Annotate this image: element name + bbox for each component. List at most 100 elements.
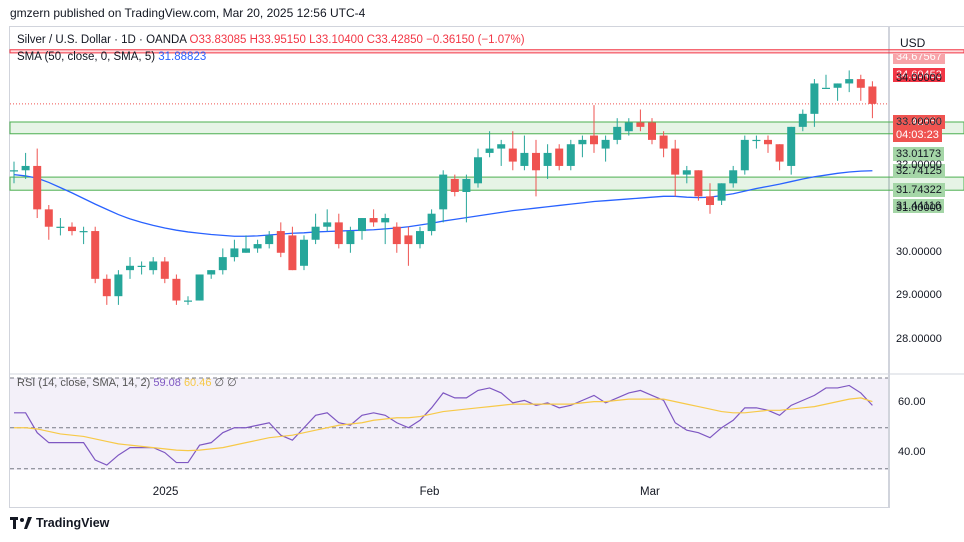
rsi-tick: 40.00: [898, 445, 926, 458]
price-tick: 34.00000: [896, 72, 942, 85]
candle-body: [91, 231, 100, 279]
candle-body: [613, 126, 622, 140]
candle-body: [590, 135, 598, 145]
candle-body: [311, 226, 320, 240]
time-tick: Feb: [419, 486, 440, 498]
price-label-zone1-top: 33.01173: [893, 147, 945, 161]
candle-body: [68, 226, 76, 232]
candle-body: [798, 113, 807, 127]
candle-body: [775, 144, 784, 162]
candle-body: [764, 139, 772, 145]
candle-body: [740, 139, 749, 171]
candle-body: [485, 148, 494, 153]
rsi-tick: 60.00: [898, 395, 926, 408]
candle-body: [462, 178, 471, 192]
candle-body: [358, 218, 366, 232]
price-label-hidden-resistance: 34.67567: [893, 54, 945, 64]
footer-brand-name: TradingView: [36, 516, 110, 530]
candle-body: [624, 122, 633, 132]
candle-body: [114, 274, 123, 297]
price-axis[interactable]: [889, 26, 964, 508]
price-tick: 32.00000: [896, 158, 942, 171]
candle-body: [392, 226, 401, 245]
symbol-name: Silver / U.S. Dollar · 1D · OANDA: [17, 34, 187, 46]
candle-body: [381, 218, 390, 223]
candle-body: [300, 239, 308, 266]
candle-body: [706, 196, 714, 206]
candle-body: [787, 126, 796, 166]
time-tick: 2025: [152, 486, 179, 498]
candle-body: [497, 144, 506, 149]
candle-body: [21, 165, 30, 171]
candle-body: [126, 265, 134, 271]
rsi-sma-line: [14, 397, 873, 452]
candle-body: [578, 139, 587, 145]
rsi-sma-value: 60.46: [183, 377, 212, 389]
candle-body: [543, 152, 552, 166]
candle-body: [265, 235, 274, 245]
candle-body: [149, 261, 158, 271]
price-tick: 33.00000: [896, 115, 942, 128]
chart-frame[interactable]: [9, 26, 889, 508]
price-label-zone2-bottom: 31.44116: [893, 199, 945, 213]
ohlc-values: O33.83085 H33.95150 L33.10400 C33.42850 …: [189, 34, 525, 46]
candle-body: [10, 170, 18, 172]
publisher-line: gmzern published on TradingView.com, Mar…: [10, 6, 366, 20]
candle-body: [207, 270, 216, 275]
candle-body: [520, 152, 529, 166]
price-label-zone2-top: 31.74322: [893, 183, 945, 197]
price-tick: 31.00000: [896, 202, 942, 215]
candle-body: [601, 139, 610, 149]
symbol-legend[interactable]: Silver / U.S. Dollar · 1D · OANDA O33.83…: [17, 34, 525, 46]
candle-body: [184, 300, 192, 302]
candle-body: [532, 152, 540, 171]
rsi-label: RSI (14, close, SMA, 14, 2): [17, 377, 151, 389]
candle-body: [288, 235, 297, 271]
candle-body: [659, 135, 668, 149]
candle-body: [172, 278, 181, 301]
candle-body: [856, 79, 865, 88]
price-label-countdown: 04:03:23: [893, 128, 942, 142]
candle-body: [566, 144, 575, 166]
candle-body: [810, 83, 819, 114]
sma-value: 31.88823: [158, 51, 207, 63]
sma-legend[interactable]: SMA (50, close, 0, SMA, 5) 31.88823: [17, 51, 206, 63]
candle-body: [845, 79, 854, 84]
candle-body: [323, 222, 332, 227]
candle-body: [56, 226, 65, 228]
resistance-band: [9, 49, 964, 54]
candle-body: [439, 174, 448, 210]
rsi-extra: ∅ ∅: [214, 377, 237, 389]
candle-body: [555, 148, 564, 166]
candle-body: [822, 87, 830, 89]
rsi-value: 59.08: [153, 377, 181, 389]
support-zone-2: [9, 176, 964, 191]
candle-body: [404, 235, 413, 245]
candle-body: [671, 148, 680, 175]
tradingview-logo-icon: [10, 517, 32, 529]
candle-body: [195, 274, 204, 301]
candle-body: [276, 231, 285, 253]
candle-body: [427, 213, 436, 232]
rsi-legend[interactable]: RSI (14, close, SMA, 14, 2) 59.08 60.46 …: [17, 376, 237, 389]
candle-body: [450, 178, 459, 192]
support-zone-1: [9, 121, 964, 135]
candle-body: [752, 139, 761, 142]
candle-body: [33, 165, 42, 210]
candle-body: [694, 170, 703, 197]
price-tick: 30.00000: [896, 245, 942, 258]
price-label-zone1-bottom: 32.74125: [893, 164, 945, 178]
candle-body: [44, 209, 53, 227]
footer-brand[interactable]: TradingView: [10, 516, 109, 530]
candle-body: [729, 170, 738, 184]
price-label-current: 33.42850: [893, 115, 945, 129]
price-tick: 29.00000: [896, 289, 942, 302]
candle-body: [833, 83, 842, 88]
currency-label[interactable]: USD: [900, 36, 926, 50]
candle-body: [369, 218, 378, 223]
price-tick: 28.00000: [896, 332, 942, 345]
candle-body: [648, 122, 656, 140]
candle-body: [682, 170, 691, 175]
candle-body: [102, 278, 111, 297]
